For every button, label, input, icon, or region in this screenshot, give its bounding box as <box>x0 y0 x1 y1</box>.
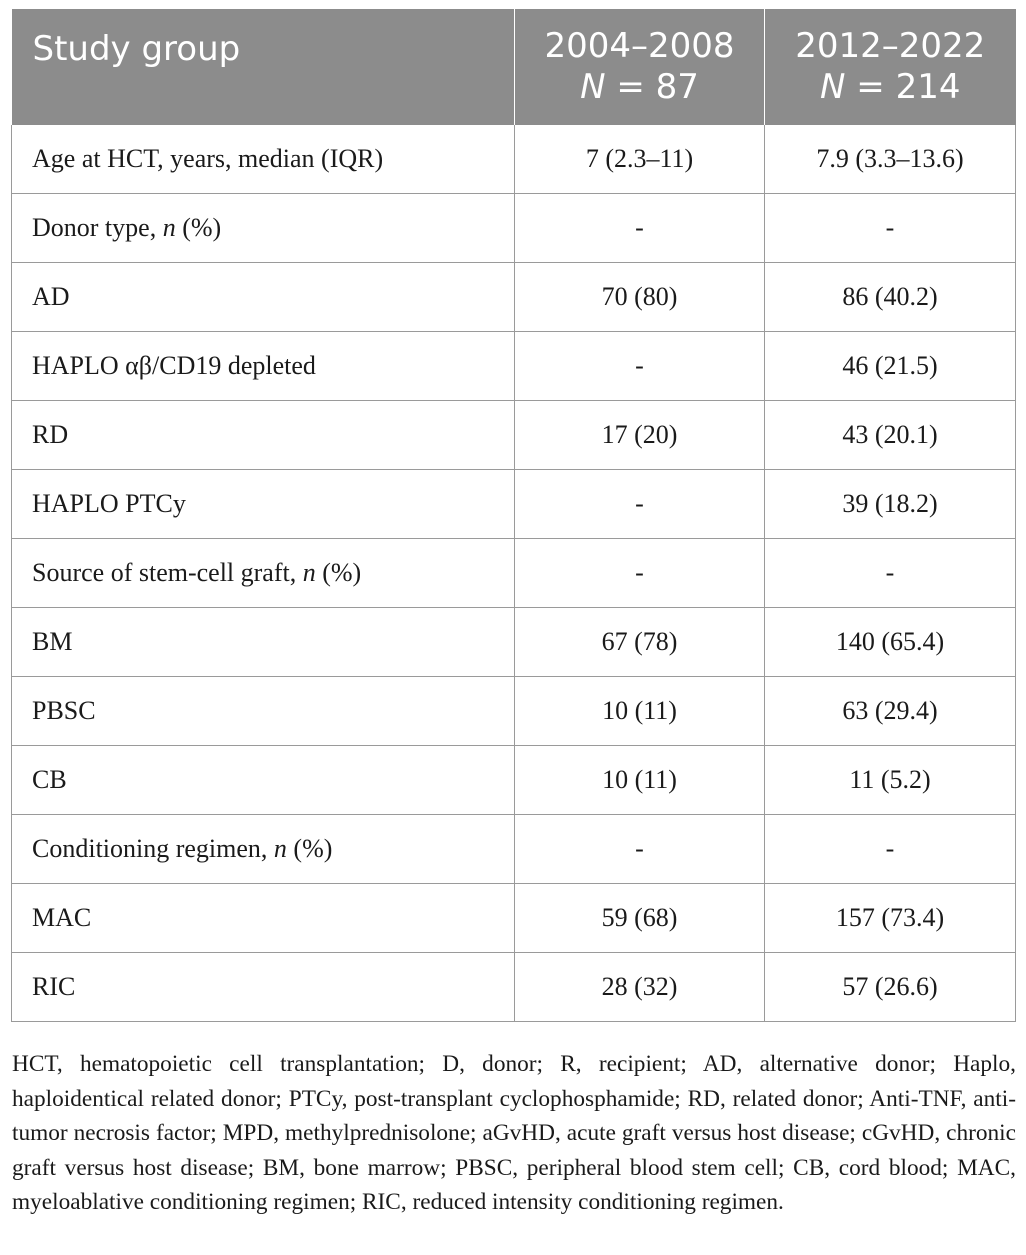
row-label-text: HAPLO αβ/CD19 depleted <box>32 351 316 380</box>
row-label: MAC <box>11 883 515 953</box>
row-label: AD <box>11 262 515 332</box>
row-label: CB <box>11 745 515 815</box>
row-label-text: AD <box>32 282 70 311</box>
value-2004-2008: 17 (20) <box>514 400 765 470</box>
value-2004-2008: 59 (68) <box>514 883 765 953</box>
value-2012-2022: 157 (73.4) <box>764 883 1016 953</box>
row-label-suffix: n (%) <box>273 834 333 863</box>
table-row: HAPLO PTCy -39 (18.2) <box>11 469 1016 539</box>
study-characteristics-table: Study group 2004–2008 N = 87 2012–2022 N… <box>11 9 1016 1022</box>
value-2012-2022: 39 (18.2) <box>764 469 1016 539</box>
table-row: Donor type, n (%) - - <box>11 193 1016 263</box>
header-years-2: 2012–2022 <box>795 26 986 66</box>
value-2004-2008: - <box>514 814 765 884</box>
value-2012-2022: 86 (40.2) <box>764 262 1016 332</box>
value-2004-2008: 7 (2.3–11) <box>514 125 765 194</box>
table-row: MAC 59 (68) 157 (73.4) <box>11 883 1016 953</box>
value-2004-2008: - <box>514 193 765 263</box>
row-label-text: MAC <box>32 903 92 932</box>
header-n-label-2: N <box>820 67 846 107</box>
value-2012-2022: 7.9 (3.3–13.6) <box>764 125 1016 194</box>
header-n-label-1: N <box>580 67 606 107</box>
value-2004-2008: 67 (78) <box>514 607 765 677</box>
value-2004-2008: 28 (32) <box>514 952 765 1022</box>
value-2012-2022: 43 (20.1) <box>764 400 1016 470</box>
table-row: Source of stem-cell graft, n (%) - - <box>11 538 1016 608</box>
row-label-suffix: n (%) <box>302 558 362 587</box>
value-2012-2022: 46 (21.5) <box>764 331 1016 401</box>
header-n-1: N = 87 <box>515 67 764 108</box>
value-2012-2022: 57 (26.6) <box>764 952 1016 1022</box>
row-label-text: CB <box>32 765 67 794</box>
value-2004-2008: - <box>514 538 765 608</box>
row-label: Conditioning regimen, n (%) <box>11 814 515 884</box>
value-2004-2008: 10 (11) <box>514 745 765 815</box>
value-2004-2008: 70 (80) <box>514 262 765 332</box>
value-2012-2022: 63 (29.4) <box>764 676 1016 746</box>
value-2012-2022: 11 (5.2) <box>764 745 1016 815</box>
row-label: HAPLO PTCy <box>11 469 515 539</box>
row-label: Age at HCT, years, median (IQR) <box>11 125 515 194</box>
value-2012-2022: - <box>764 538 1016 608</box>
study-table-container: Study group 2004–2008 N = 87 2012–2022 N… <box>11 9 1016 1022</box>
row-label-text: RIC <box>32 972 76 1001</box>
row-label: BM <box>11 607 515 677</box>
table-row: HAPLO αβ/CD19 depleted -46 (21.5) <box>11 331 1016 401</box>
row-label-text: Age at HCT, years, median (IQR) <box>32 144 384 173</box>
value-2012-2022: 140 (65.4) <box>764 607 1016 677</box>
table-row: BM 67 (78) 140 (65.4) <box>11 607 1016 677</box>
row-label-text: Donor type, <box>32 213 163 242</box>
table-footnote: HCT, hematopoietic cell transplantation;… <box>12 1051 1016 1215</box>
header-period-2004-2008: 2004–2008 N = 87 <box>514 9 765 125</box>
value-2004-2008: - <box>514 469 765 539</box>
table-row: AD 70 (80) 86 (40.2) <box>11 262 1016 332</box>
table-row: CB 10 (11) 11 (5.2) <box>11 745 1016 815</box>
table-header: Study group 2004–2008 N = 87 2012–2022 N… <box>11 9 1016 125</box>
table-row: Age at HCT, years, median (IQR) 7 (2.3–11… <box>11 125 1016 194</box>
header-n-value-1: = 87 <box>605 67 699 107</box>
header-n-value-2: = 214 <box>845 67 961 107</box>
row-label-text: HAPLO PTCy <box>32 489 186 518</box>
row-label-suffix: n (%) <box>162 213 222 242</box>
header-years-1: 2004–2008 <box>544 26 735 66</box>
row-label-text: BM <box>32 627 73 656</box>
table-body: Age at HCT, years, median (IQR) 7 (2.3–11… <box>11 125 1016 1022</box>
row-label: HAPLO αβ/CD19 depleted <box>11 331 515 401</box>
header-period-2012-2022: 2012–2022 N = 214 <box>764 9 1016 125</box>
row-label-text: RD <box>32 420 69 449</box>
row-label: RD <box>11 400 515 470</box>
table-row: Conditioning regimen, n (%) - - <box>11 814 1016 884</box>
row-label-text: Source of stem-cell graft, <box>32 558 303 587</box>
value-2004-2008: 10 (11) <box>514 676 765 746</box>
row-label: Donor type, n (%) <box>11 193 515 263</box>
table-row: RD 17 (20) 43 (20.1) <box>11 400 1016 470</box>
row-label: PBSC <box>11 676 515 746</box>
row-label: Source of stem-cell graft, n (%) <box>11 538 515 608</box>
header-row: Study group 2004–2008 N = 87 2012–2022 N… <box>11 9 1016 125</box>
table-row: RIC 28 (32) 57 (26.6) <box>11 952 1016 1022</box>
header-study-group: Study group <box>11 9 515 125</box>
row-label-text: Conditioning regimen, <box>32 834 274 863</box>
value-2012-2022: - <box>764 193 1016 263</box>
value-2004-2008: - <box>514 331 765 401</box>
table-row: PBSC 10 (11) 63 (29.4) <box>11 676 1016 746</box>
header-n-2: N = 214 <box>765 67 1016 108</box>
value-2012-2022: - <box>764 814 1016 884</box>
row-label: RIC <box>11 952 515 1022</box>
row-label-text: PBSC <box>32 696 96 725</box>
